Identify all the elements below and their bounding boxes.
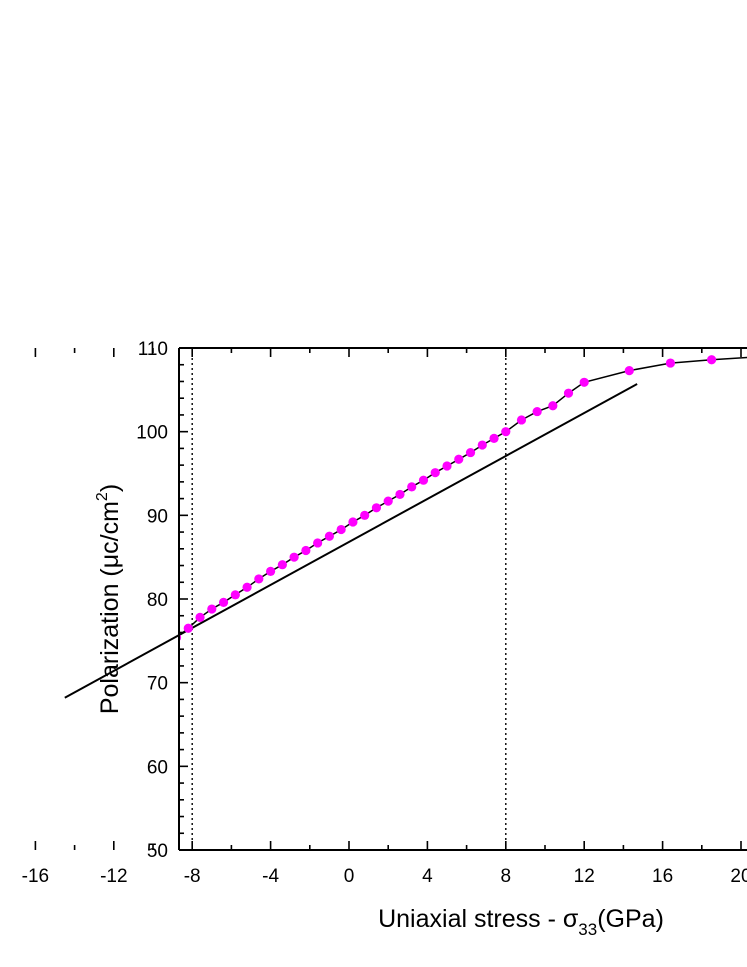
x-tick-label: -16 bbox=[22, 866, 49, 887]
y-axis-title-main: Polarization (μc/cm bbox=[96, 501, 124, 714]
data-point bbox=[218, 597, 229, 607]
data-point bbox=[707, 355, 717, 365]
y-tick-label: 70 bbox=[147, 674, 168, 695]
y-tick-label: 80 bbox=[147, 590, 168, 611]
data-point bbox=[301, 545, 311, 556]
y-axis-title-sup: 2 bbox=[94, 492, 111, 501]
data-point bbox=[230, 590, 240, 600]
data-point bbox=[501, 427, 511, 437]
data-point bbox=[46, 799, 55, 808]
data-point bbox=[477, 440, 487, 450]
y-axis-title: Polarization (μc/cm2) bbox=[94, 484, 124, 714]
data-point bbox=[324, 531, 334, 541]
data-point bbox=[313, 538, 323, 548]
data-point bbox=[348, 517, 358, 527]
data-point bbox=[489, 433, 499, 443]
data-point bbox=[407, 482, 417, 492]
x-tick-label: 12 bbox=[574, 866, 595, 887]
linear-fit-line bbox=[64, 383, 638, 699]
data-point bbox=[624, 365, 634, 376]
y-tick-label: 110 bbox=[138, 339, 168, 360]
y-tick-label: 50 bbox=[147, 841, 168, 862]
x-tick-label: -12 bbox=[100, 866, 127, 887]
x-axis-title-main: Uniaxial stress - σ bbox=[378, 905, 579, 933]
data-point bbox=[430, 468, 440, 478]
x-axis-title-unit: (GPa) bbox=[597, 905, 664, 933]
data-point bbox=[78, 745, 87, 754]
x-tick-label: 0 bbox=[344, 866, 355, 887]
y-tick-label: 100 bbox=[136, 423, 168, 444]
data-point bbox=[548, 401, 558, 411]
data-point bbox=[254, 574, 264, 584]
x-tick-label: 20 bbox=[730, 866, 747, 887]
data-point bbox=[336, 524, 346, 535]
data-point bbox=[465, 447, 476, 458]
data-point bbox=[454, 454, 464, 464]
data-point bbox=[94, 722, 103, 731]
y-tick-label: 90 bbox=[147, 506, 168, 527]
polarization-curve bbox=[179, 356, 747, 637]
data-point bbox=[277, 560, 287, 570]
x-tick-label: -8 bbox=[184, 866, 201, 887]
x-axis-title-sub: 33 bbox=[578, 920, 597, 939]
x-tick-label: -4 bbox=[262, 866, 279, 887]
data-point bbox=[195, 612, 205, 623]
data-point bbox=[371, 503, 382, 513]
data-point bbox=[383, 496, 393, 506]
data-point bbox=[579, 377, 589, 387]
data-point bbox=[532, 406, 542, 417]
x-tick-label: 8 bbox=[501, 866, 512, 887]
data-point bbox=[266, 566, 276, 576]
data-point bbox=[183, 623, 193, 633]
data-point bbox=[418, 475, 429, 485]
x-axis-title: Uniaxial stress - σ33(GPa) bbox=[378, 905, 664, 939]
reference-lines bbox=[191, 348, 507, 850]
x-tick-label: 16 bbox=[652, 866, 673, 887]
data-point bbox=[442, 461, 452, 471]
axes: -16-12-8-4048121620242832364050607080901… bbox=[22, 339, 747, 887]
data-point bbox=[125, 678, 134, 687]
data-series bbox=[31, 355, 747, 839]
data-point bbox=[563, 388, 574, 398]
data-point bbox=[207, 604, 217, 614]
data-point bbox=[31, 830, 40, 839]
y-axis-title-close: ) bbox=[96, 484, 124, 492]
y-tick-label: 60 bbox=[147, 757, 168, 778]
data-point bbox=[516, 415, 527, 425]
data-point bbox=[141, 657, 150, 666]
data-point bbox=[395, 489, 405, 500]
data-point bbox=[665, 358, 676, 368]
data-point bbox=[62, 771, 71, 780]
data-point bbox=[242, 582, 252, 592]
data-point bbox=[360, 510, 370, 520]
x-tick-label: 4 bbox=[422, 866, 433, 887]
data-point bbox=[289, 552, 299, 562]
